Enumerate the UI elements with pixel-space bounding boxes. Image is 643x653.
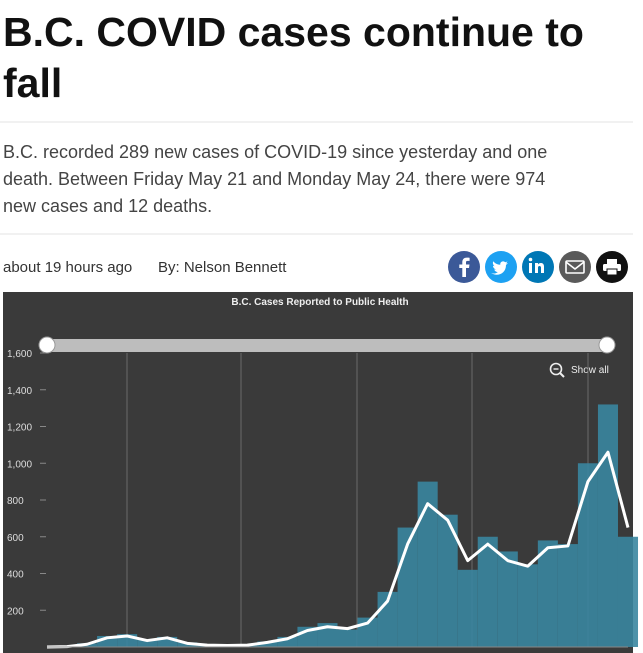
share-twitter[interactable] — [485, 251, 517, 283]
bar — [557, 544, 578, 647]
y-tick-label: 1,200 — [7, 423, 32, 434]
summary-line: new cases and 12 deaths. — [3, 196, 212, 216]
bar — [157, 636, 178, 647]
y-tick-label: 400 — [7, 570, 24, 581]
bar — [257, 641, 278, 647]
chart-title: B.C. Cases Reported to Public Health — [231, 297, 408, 308]
share-facebook[interactable] — [448, 251, 480, 283]
range-slider[interactable] — [47, 339, 608, 352]
share-linkedin[interactable] — [522, 251, 554, 283]
bar — [497, 551, 518, 647]
y-tick-label: 600 — [7, 533, 24, 544]
y-tick-label: 1,000 — [7, 459, 32, 470]
y-tick-label: 1,400 — [7, 386, 32, 397]
author: By: Nelson Bennett — [158, 259, 287, 276]
summary-line: B.C. recorded 289 new cases of COVID-19 … — [3, 142, 547, 162]
slider-handle[interactable] — [598, 336, 616, 354]
print[interactable] — [596, 251, 628, 283]
bar — [437, 514, 458, 647]
bar — [537, 540, 558, 647]
line — [46, 450, 630, 649]
chart: B.C. Cases Reported to Public Health Sho… — [3, 292, 639, 653]
bar — [277, 636, 298, 647]
bar — [457, 569, 478, 647]
show-all-button[interactable]: Show all — [549, 362, 609, 378]
y-tick-label: 200 — [7, 606, 24, 617]
y-tick-label: 800 — [7, 496, 24, 507]
bar — [597, 404, 618, 647]
bar — [97, 635, 118, 647]
bar — [417, 481, 438, 647]
bar — [337, 629, 358, 647]
headline-line: fall — [3, 60, 62, 106]
share-email[interactable] — [559, 251, 591, 283]
bar — [477, 536, 498, 647]
bar — [137, 639, 158, 647]
y-tick-label: 1,600 — [7, 349, 32, 360]
timestamp: about 19 hours ago — [3, 259, 132, 276]
slider-handle[interactable] — [38, 336, 56, 354]
bar — [577, 463, 598, 647]
summary-line: death. Between Friday May 21 and Monday … — [3, 169, 545, 189]
show-all-label[interactable]: Show all — [571, 365, 609, 376]
bar — [617, 536, 639, 647]
headline-line: B.C. COVID cases continue to — [3, 9, 584, 55]
bar — [517, 564, 538, 647]
